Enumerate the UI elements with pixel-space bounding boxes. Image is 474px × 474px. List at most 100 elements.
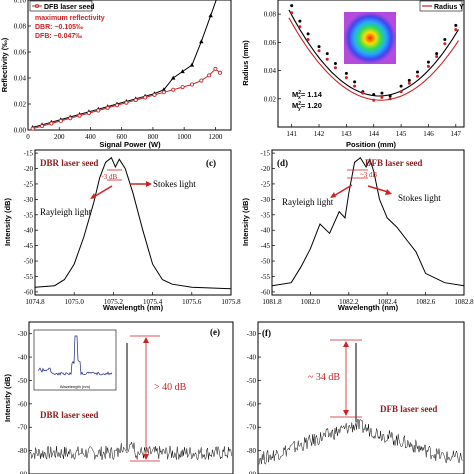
panel-b-m2y-value: = 1.20 [301, 101, 322, 110]
panel-a-point [180, 85, 185, 90]
panel-a-point [143, 95, 148, 100]
panel-e-db-label: > 40 dB [154, 382, 187, 393]
panel-a-ylabel: Reflectivity (‰) [0, 37, 9, 92]
panel-d-ytick-label: -30 [261, 196, 271, 204]
panel-a-point [86, 111, 91, 116]
panel-d-title: DFB laser seed [365, 158, 422, 168]
panel-a-point [58, 118, 63, 123]
panel-a-point [171, 87, 176, 92]
panel-c-ytick-label: -15 [24, 150, 34, 158]
panel-d-rayleigh-label: Rayleigh light [282, 197, 334, 207]
panel-f-tag: (f) [262, 328, 271, 338]
panel-c-arrow-rayleigh [91, 185, 113, 199]
panel-c: 1074.8 1075.0 1075.2 1075.4 1075.6 1075.8 -15 -… [3, 149, 241, 312]
panel-b-xtick-label: 144 [368, 130, 379, 138]
panel-b-xtick-label: 142 [314, 130, 325, 138]
panel-b-point [435, 54, 439, 58]
panel-b-m2y-sub: y [298, 106, 301, 112]
panel-a-ytick-label: 0.10 [14, 0, 27, 5]
panel-d-ytick-label: -60 [261, 288, 271, 296]
panel-e-seed-label: DBR laser seed [40, 410, 98, 420]
panel-b-legend-box [419, 0, 463, 12]
panel-a-note-dbr: DBR: ~0.105‰ [35, 24, 83, 31]
panel-d-arrowhead-rayleigh [330, 192, 336, 198]
panel-a-point [105, 105, 110, 110]
panel-b-point [399, 90, 403, 94]
panel-a-point [208, 13, 213, 18]
panel-d-stokes-label: Stokes light [398, 193, 441, 203]
panel-b-point [454, 28, 458, 32]
panel-d-ytick-label: -40 [261, 227, 271, 235]
panel-d-ytick-label: -25 [261, 180, 271, 188]
panel-e-ylabel: Intensity (dB) [3, 374, 12, 422]
panel-e: -30 -40 -50 -60 -70 -80 -90 Wavelength (nm) (e… [3, 321, 234, 474]
panel-b-point [388, 97, 392, 101]
panel-f-db-arrowhead-top [343, 341, 349, 347]
panel-a-ytick-label: 0.00 [14, 127, 27, 135]
panel-c-ytick-label: -60 [24, 288, 34, 296]
panel-c-frame [34, 149, 232, 296]
panel-c-ytick-label: -50 [24, 258, 34, 266]
panel-d-xtick-label: 1082.0 [301, 298, 321, 306]
panel-b-point [372, 98, 376, 102]
panel-e-series [29, 343, 232, 461]
panel-a-xtick-label: 800 [148, 133, 159, 141]
panel-d-tag: (d) [277, 158, 288, 168]
panel-b-ylabel: Radius (mm) [241, 40, 250, 86]
panel-c-xtick-label: 1075.2 [104, 298, 124, 306]
panel-b-m2y: M2 y= 1.20 [292, 101, 322, 112]
panel-f-series [258, 343, 463, 465]
panel-a-point [68, 116, 73, 121]
panel-b-m2x-symbol: M [292, 90, 298, 99]
panel-b-point [407, 78, 411, 82]
panel-d-xtick-label: 1082.8 [454, 298, 474, 306]
panel-e-ytick-label: -60 [18, 400, 28, 408]
panel-b-xlabel: Position (mm) [346, 140, 397, 149]
panel-d-xtick-label: 1082.2 [339, 298, 359, 306]
panel-b-ytick-label: 0.04 [264, 67, 277, 75]
panel-b-m2x: M2 x= 1.14 [292, 90, 323, 101]
panel-d-arrow-rayleigh [331, 184, 353, 198]
panel-b-point [380, 91, 384, 95]
panel-a-series-line [32, 68, 221, 130]
panel-d-ytick-label: -45 [261, 242, 271, 250]
panel-a-point [96, 108, 101, 113]
panel-f-frame [257, 321, 465, 474]
panel-b: 141 142 143 144 145 146 147 0.02 0.04 0.06 0.08 Ra… [241, 0, 465, 149]
panel-c-ytick-label: -25 [24, 180, 34, 188]
panel-d-ytick-label: -50 [261, 258, 271, 266]
panel-b-point [306, 38, 310, 42]
panel-a-point [115, 103, 120, 108]
panel-b-point [426, 60, 430, 64]
panel-b-point [372, 93, 376, 97]
panel-e-inset-trace [37, 335, 113, 376]
panel-e-ytick-label: -30 [18, 330, 28, 338]
panel-b-point [361, 91, 365, 95]
panel-c-series [34, 156, 232, 290]
panel-b-point [435, 52, 439, 56]
panel-c-ytick-label: -45 [24, 242, 34, 250]
panel-d-db-label: ~3 dB [360, 171, 378, 179]
panel-a-point [152, 92, 157, 97]
panel-b-point [388, 94, 392, 98]
panel-b-point [380, 95, 384, 99]
panel-c-xtick-label: 1075.4 [143, 298, 163, 306]
panel-b-m2y-sup: 2 [298, 101, 301, 107]
panel-f-ytick-label: -90 [247, 471, 257, 474]
panel-e-db-arrowhead-bottom [143, 454, 149, 460]
panel-a-note-title: maximum reflectivity [35, 15, 105, 22]
panel-a-point [189, 62, 195, 67]
panel-d-series [271, 156, 465, 287]
panel-c-tag: (c) [206, 158, 216, 168]
panel-b-point [443, 38, 447, 42]
panel-e-tag: (e) [210, 327, 220, 337]
panel-b-frame [277, 0, 465, 128]
panel-b-point [333, 66, 337, 70]
panel-a-point [189, 82, 194, 87]
panel-a-legend-marker [35, 4, 40, 9]
panel-b-legend-label: Radius Y [434, 4, 464, 11]
panel-a-xtick-label: 0 [26, 133, 30, 141]
panel-f-ytick-label: -60 [247, 400, 257, 408]
panel-b-point [344, 76, 348, 80]
